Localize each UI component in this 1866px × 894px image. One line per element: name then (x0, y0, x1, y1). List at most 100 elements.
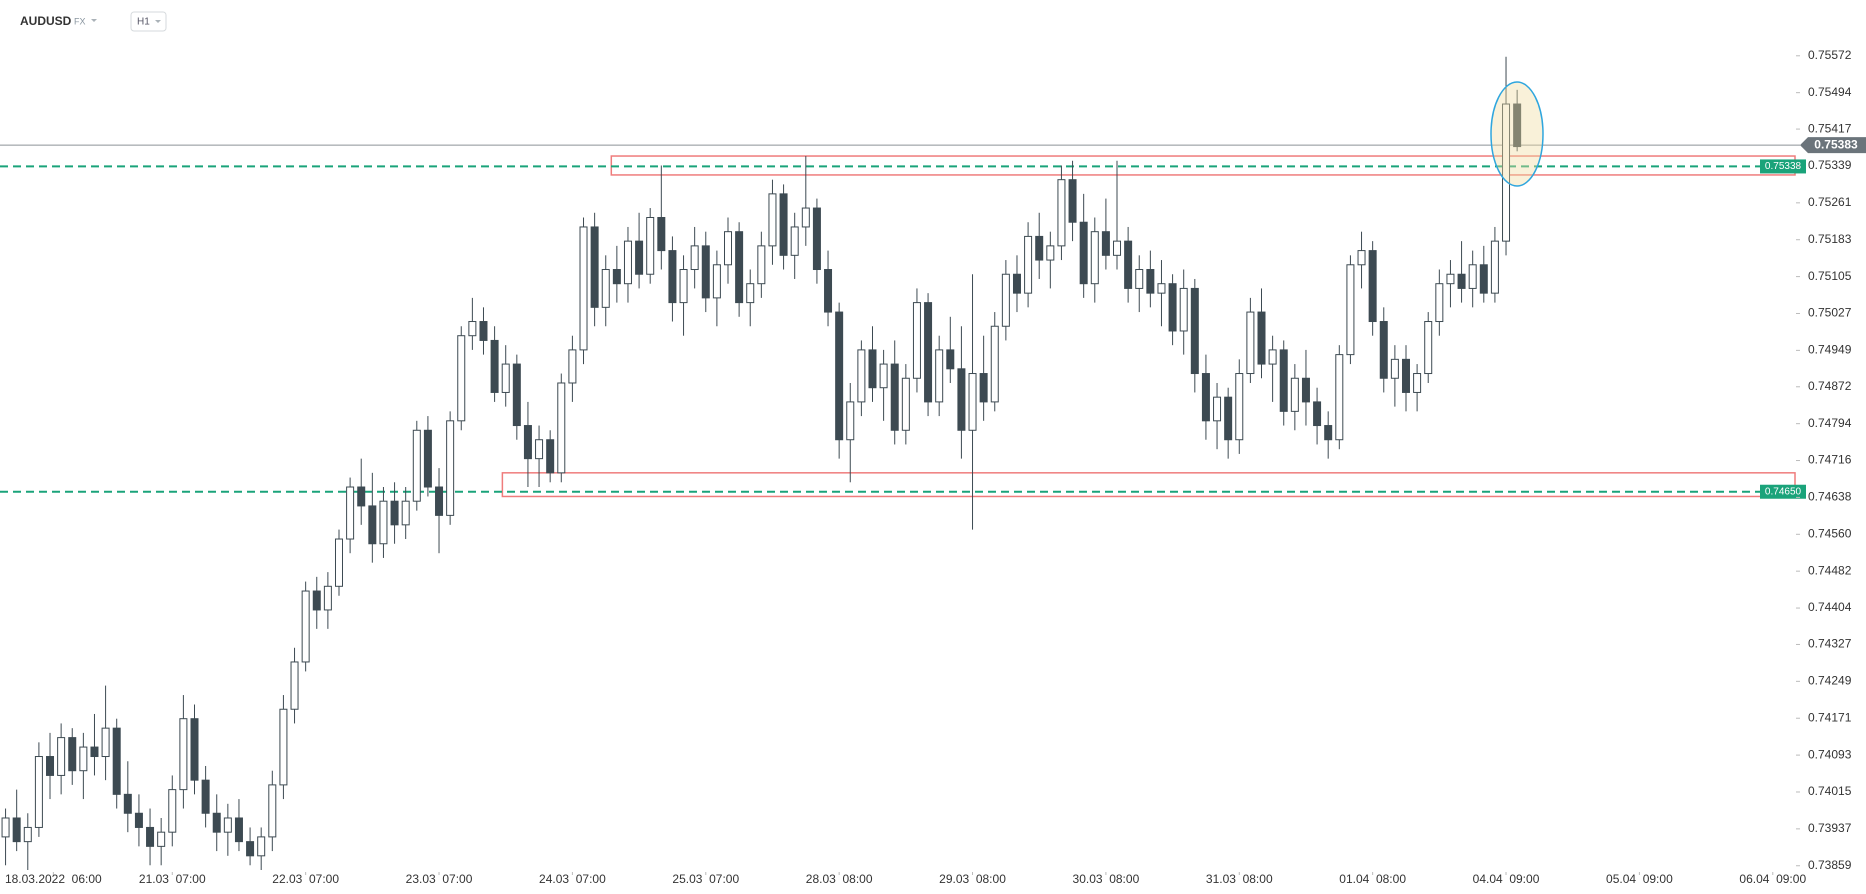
candle-body (601, 269, 610, 308)
candle-body (901, 377, 910, 431)
candle-body (1313, 401, 1322, 427)
candle-body (779, 193, 788, 256)
candle-body (979, 373, 988, 403)
candle-body (1435, 283, 1444, 323)
candle-body (190, 718, 199, 781)
candle-body (1035, 235, 1044, 261)
candle-body (701, 245, 710, 299)
candle-body (412, 429, 421, 502)
candle-body (1079, 221, 1088, 285)
candle-body (1479, 264, 1488, 294)
interval-button[interactable] (130, 11, 167, 32)
candle-body (924, 302, 933, 403)
y-tick-label: 0.74638 (1808, 490, 1852, 504)
candle-body (1335, 354, 1344, 441)
candle-body (635, 240, 644, 275)
candle-body (312, 590, 321, 611)
candle-body (657, 217, 666, 252)
candle-body (557, 382, 566, 474)
candle-body (912, 302, 921, 379)
candle-body (1513, 103, 1522, 148)
candle-body (212, 812, 221, 833)
candle-body (879, 363, 888, 389)
candle-body (90, 746, 99, 758)
y-tick-label: 0.74872 (1808, 379, 1852, 393)
candle-body (957, 368, 966, 431)
candle-body (1213, 396, 1222, 422)
dropdown-icon[interactable] (155, 20, 161, 23)
candle-body (79, 746, 88, 772)
candle-body (279, 708, 288, 786)
dropdown-icon[interactable] (91, 19, 97, 22)
candle-body (1379, 321, 1388, 379)
candle-body (1246, 311, 1255, 375)
y-tick-label: 0.73859 (1808, 858, 1852, 872)
candle-body (1502, 103, 1511, 242)
candle-body (1257, 311, 1266, 365)
candle-body (1012, 273, 1021, 294)
candle-body (1457, 273, 1466, 289)
symbol[interactable]: AUDUSD (20, 14, 72, 28)
interval[interactable]: H1 (137, 17, 150, 28)
candle-body (1490, 240, 1499, 294)
y-tick-label: 0.75494 (1808, 85, 1852, 99)
candle-body (946, 349, 955, 370)
candle-body (401, 500, 410, 526)
candle-body (1113, 240, 1122, 256)
y-tick-label: 0.74015 (1808, 784, 1852, 798)
candle-body (546, 439, 555, 474)
candle-body (334, 538, 343, 587)
candle-body (890, 363, 899, 431)
candle-body (735, 231, 744, 304)
candle-body (1135, 269, 1144, 289)
y-tick-label: 0.74327 (1808, 637, 1852, 651)
candle-body (12, 817, 21, 843)
x-tick-label: 31.03 08:00 (1206, 872, 1273, 886)
candle-body (1301, 377, 1310, 403)
y-tick-label: 0.75339 (1808, 158, 1852, 172)
candle-body (968, 373, 977, 431)
candle-body (1401, 358, 1410, 393)
zone (501, 472, 1796, 498)
candle-body (46, 756, 55, 776)
x-tick-label: 01.04 08:00 (1339, 872, 1406, 886)
candle-body (590, 226, 599, 308)
y-tick-label: 0.74794 (1808, 416, 1852, 430)
y-tick-label: 0.74716 (1808, 453, 1852, 467)
candle-body (1235, 373, 1244, 441)
candle-body (835, 311, 844, 441)
y-tick-label: 0.74560 (1808, 526, 1852, 540)
candle-body (1124, 240, 1133, 289)
candle-body (157, 831, 166, 847)
y-tick-label: 0.74171 (1808, 710, 1852, 724)
candle-body (234, 817, 243, 843)
y-tick-label: 0.75183 (1808, 232, 1852, 246)
candle-body (623, 240, 632, 285)
x-tick-label: 23.03 07:00 (406, 872, 473, 886)
candle-body (1179, 287, 1188, 332)
candle-body (123, 793, 132, 814)
candle-body (1424, 321, 1433, 375)
candle-body (724, 231, 733, 266)
candle-body (1224, 396, 1233, 441)
level-label: 0.75338 (1765, 161, 1802, 172)
candle-body (201, 779, 210, 814)
candle-body (246, 841, 255, 857)
x-tick-label: 29.03 08:00 (939, 872, 1006, 886)
candle-body (535, 439, 544, 460)
y-tick-label: 0.74949 (1808, 343, 1852, 357)
candle-body (801, 207, 810, 228)
y-tick-label: 0.74482 (1808, 563, 1852, 577)
candle-body (134, 812, 143, 828)
candle-body (712, 264, 721, 299)
x-tick-label: 06.04 09:00 (1739, 872, 1806, 886)
candle-body (679, 269, 688, 304)
market[interactable]: FX (74, 16, 86, 26)
candle-body (824, 269, 833, 313)
x-tick-label: 18.03.2022 06:00 (5, 872, 102, 886)
candle-body (1190, 287, 1199, 375)
candle-body (1468, 264, 1477, 289)
candle-body (1290, 377, 1299, 412)
candle-body (846, 401, 855, 441)
plot-area: 0.75338 0.74650 (0, 56, 1806, 870)
